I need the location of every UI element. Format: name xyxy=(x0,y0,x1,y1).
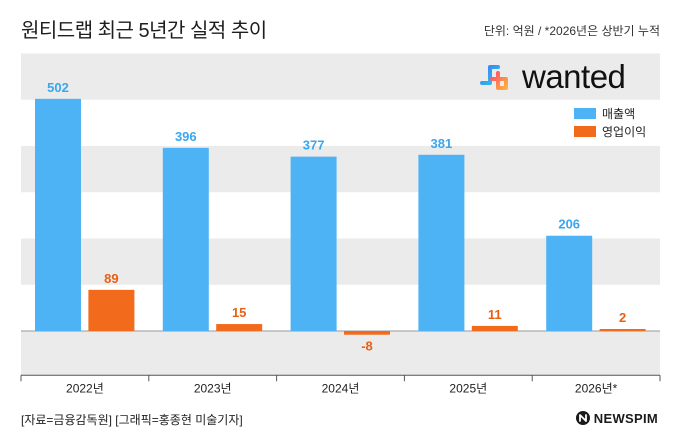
unit-note: 단위: 억원 / *2026년은 상반기 누적 xyxy=(483,24,660,38)
bar-revenue xyxy=(35,98,81,331)
data-label-revenue: 206 xyxy=(558,217,580,232)
grid-bands xyxy=(21,53,660,376)
grid-band xyxy=(21,53,660,100)
legend-swatch-operating-profit xyxy=(574,125,596,137)
bars xyxy=(35,98,646,335)
x-tick-label: 2023년 xyxy=(194,381,232,395)
x-tick-label: 2024년 xyxy=(322,381,360,395)
bar-revenue xyxy=(418,154,465,331)
legend-label-revenue: 매출액 xyxy=(602,106,636,121)
bar-revenue xyxy=(290,156,337,331)
wanted-logo: wanted xyxy=(476,60,652,94)
legend-item-revenue: 매출액 xyxy=(574,104,646,122)
data-label-operating-profit: 15 xyxy=(232,305,246,320)
data-label-revenue: 502 xyxy=(47,80,69,95)
x-tick-label: 2022년 xyxy=(66,381,104,395)
newspim-brand-text: NEWSPIM xyxy=(593,410,658,426)
legend-label-operating-profit: 영업이익 xyxy=(602,124,647,139)
x-tick-label: 2026년* xyxy=(575,381,618,395)
bar-revenue xyxy=(162,147,209,331)
data-labels: 502 89 396 15 377 -8 381 11 206 2 xyxy=(47,80,626,354)
legend-item-operating-profit: 영업이익 xyxy=(574,122,646,140)
chart-title: 원티드랩 최근 5년간 실적 추이 xyxy=(21,20,267,42)
wanted-logo-text: wanted xyxy=(522,58,626,95)
data-label-revenue: 377 xyxy=(303,138,325,153)
newspim-brand: NEWSPIM xyxy=(575,410,658,426)
grid-band xyxy=(21,331,660,376)
bar-operating-profit xyxy=(471,325,518,331)
bar-operating-profit xyxy=(216,324,263,331)
wanted-logo-icon xyxy=(480,65,508,90)
legend-swatch-revenue xyxy=(574,107,596,119)
data-label-operating-profit: -8 xyxy=(361,339,373,354)
data-label-revenue: 381 xyxy=(431,136,453,151)
newspim-logo-icon xyxy=(575,411,590,425)
grid-band xyxy=(21,146,660,193)
data-label-operating-profit: 11 xyxy=(488,307,502,322)
data-label-operating-profit: 2 xyxy=(619,310,626,325)
x-axis: 2022년 2023년 2024년 2025년 2026년* xyxy=(20,374,661,395)
legend: 매출액 영업이익 xyxy=(574,104,646,140)
source-credit: [자료=금융감독원] [그래픽=홍종현 미술기자] xyxy=(21,413,243,427)
data-label-revenue: 396 xyxy=(175,129,197,144)
bar-revenue xyxy=(546,235,593,331)
bar-operating-profit xyxy=(88,289,135,331)
data-label-operating-profit: 89 xyxy=(104,271,118,286)
bar-operating-profit xyxy=(344,331,390,335)
x-tick-label: 2025년 xyxy=(449,381,487,395)
bar-operating-profit xyxy=(599,329,646,331)
